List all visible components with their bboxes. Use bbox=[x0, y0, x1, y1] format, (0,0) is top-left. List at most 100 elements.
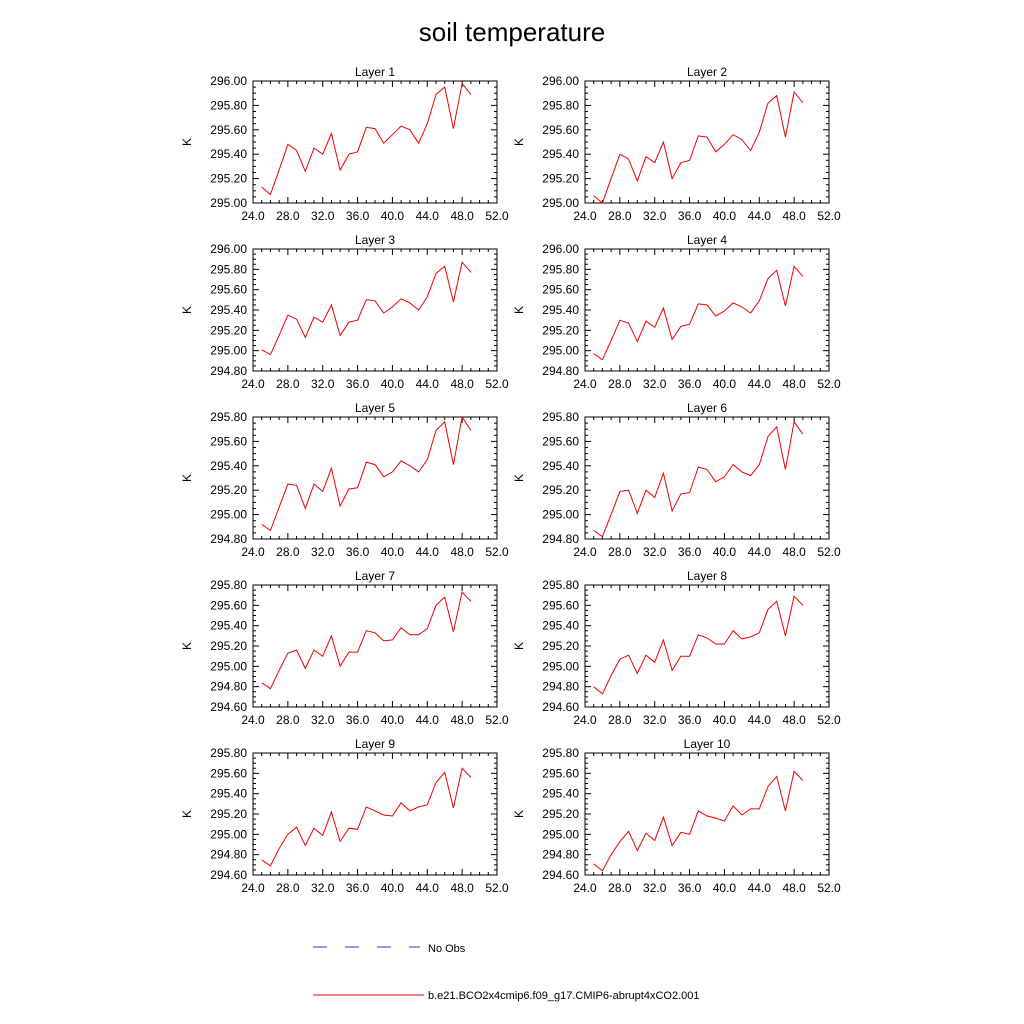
y-tick-label: 295.00 bbox=[210, 344, 247, 358]
x-tick-label: 32.0 bbox=[311, 881, 335, 895]
x-tick-label: 52.0 bbox=[817, 209, 841, 223]
y-tick-label: 294.80 bbox=[210, 680, 247, 694]
y-tick-label: 294.60 bbox=[542, 700, 579, 714]
x-tick-label: 48.0 bbox=[450, 377, 474, 391]
panel-title: Layer 2 bbox=[687, 65, 727, 79]
x-tick-label: 40.0 bbox=[381, 209, 405, 223]
x-tick-label: 44.0 bbox=[748, 545, 772, 559]
panel-layer-6: Layer 6 K 24.0 28.0 32.0 36.0 40.0 44.0 48.0 52.0… bbox=[512, 401, 841, 559]
x-tick-label: 24.0 bbox=[241, 881, 265, 895]
x-tick-label: 48.0 bbox=[450, 209, 474, 223]
y-tick-label: 295.20 bbox=[542, 172, 579, 186]
plot-frame bbox=[252, 584, 498, 708]
y-tick-label: 295.60 bbox=[210, 598, 247, 612]
x-tick-label: 44.0 bbox=[416, 713, 440, 727]
panel-layer-8: Layer 8 K 24.0 28.0 32.0 36.0 40.0 44.0 48.0 52.0… bbox=[512, 569, 841, 727]
y-tick-label: 295.20 bbox=[210, 483, 247, 497]
x-tick-label: 36.0 bbox=[346, 545, 370, 559]
x-tick-label: 44.0 bbox=[748, 881, 772, 895]
y-tick-label: 295.40 bbox=[210, 619, 247, 633]
x-tick-label: 40.0 bbox=[381, 881, 405, 895]
x-tick-label: 28.0 bbox=[608, 545, 632, 559]
x-tick-label: 32.0 bbox=[311, 377, 335, 391]
x-tick-label: 32.0 bbox=[643, 713, 667, 727]
y-axis-label: K bbox=[512, 474, 526, 482]
x-tick-label: 36.0 bbox=[678, 209, 702, 223]
y-tick-label: 295.80 bbox=[210, 746, 247, 760]
y-tick-label: 295.60 bbox=[210, 123, 247, 137]
y-tick-label: 295.80 bbox=[542, 410, 579, 424]
x-tick-label: 48.0 bbox=[782, 713, 806, 727]
plot-frame bbox=[252, 416, 498, 540]
x-tick-label: 44.0 bbox=[748, 209, 772, 223]
x-tick-label: 48.0 bbox=[782, 881, 806, 895]
legend: No Obs b.e21.BCO2x4cmip6.f09_g17.CMIP6-ab… bbox=[313, 943, 700, 1002]
y-tick-label: 296.00 bbox=[210, 74, 247, 88]
x-tick-label: 32.0 bbox=[643, 881, 667, 895]
y-tick-label: 295.00 bbox=[210, 196, 247, 210]
x-tick-label: 36.0 bbox=[678, 545, 702, 559]
x-tick-label: 28.0 bbox=[276, 377, 300, 391]
x-tick-label: 52.0 bbox=[817, 545, 841, 559]
x-tick-label: 44.0 bbox=[748, 377, 772, 391]
y-tick-label: 295.40 bbox=[542, 303, 579, 317]
y-tick-label: 295.20 bbox=[542, 323, 579, 337]
y-tick-label: 295.80 bbox=[542, 98, 579, 112]
y-tick-label: 295.20 bbox=[542, 807, 579, 821]
y-tick-label: 295.40 bbox=[210, 147, 247, 161]
panel-title: Layer 10 bbox=[684, 737, 731, 751]
y-tick-label: 294.60 bbox=[210, 700, 247, 714]
x-tick-label: 36.0 bbox=[346, 881, 370, 895]
x-tick-label: 24.0 bbox=[241, 545, 265, 559]
y-tick-label: 295.40 bbox=[210, 787, 247, 801]
series-line bbox=[593, 770, 804, 872]
x-tick-label: 48.0 bbox=[450, 545, 474, 559]
x-tick-label: 28.0 bbox=[276, 881, 300, 895]
x-tick-label: 52.0 bbox=[485, 377, 509, 391]
x-tick-label: 52.0 bbox=[817, 881, 841, 895]
x-tick-label: 52.0 bbox=[485, 545, 509, 559]
y-tick-label: 295.00 bbox=[210, 827, 247, 841]
series-line bbox=[593, 90, 804, 204]
y-tick-label: 295.00 bbox=[542, 344, 579, 358]
panels: Layer 1 K 24.0 28.0 32.0 36.0 40.0 44.0 48.0 52.0… bbox=[180, 65, 841, 895]
legend-item-model-run: b.e21.BCO2x4cmip6.f09_g17.CMIP6-abrupt4x… bbox=[313, 990, 700, 1002]
panel-title: Layer 3 bbox=[355, 233, 395, 247]
panel-title: Layer 8 bbox=[687, 569, 727, 583]
x-tick-label: 32.0 bbox=[311, 713, 335, 727]
y-tick-label: 295.80 bbox=[210, 578, 247, 592]
y-tick-label: 294.80 bbox=[210, 364, 247, 378]
series-line bbox=[261, 82, 472, 196]
panel-layer-5: Layer 5 K 24.0 28.0 32.0 36.0 40.0 44.0 48.0 52.0… bbox=[180, 401, 509, 559]
x-tick-label: 28.0 bbox=[608, 377, 632, 391]
panel-title: Layer 7 bbox=[355, 569, 395, 583]
y-axis-label: K bbox=[512, 138, 526, 146]
x-tick-label: 40.0 bbox=[381, 713, 405, 727]
x-tick-label: 36.0 bbox=[678, 881, 702, 895]
y-tick-label: 295.60 bbox=[210, 434, 247, 448]
x-tick-label: 44.0 bbox=[416, 377, 440, 391]
x-tick-label: 32.0 bbox=[311, 545, 335, 559]
y-tick-label: 294.80 bbox=[210, 848, 247, 862]
series-line bbox=[261, 591, 472, 690]
x-tick-label: 52.0 bbox=[817, 377, 841, 391]
y-tick-label: 294.80 bbox=[542, 680, 579, 694]
panel-title: Layer 6 bbox=[687, 401, 727, 415]
x-tick-label: 40.0 bbox=[713, 881, 737, 895]
y-tick-label: 294.80 bbox=[542, 532, 579, 546]
legend-label: b.e21.BCO2x4cmip6.f09_g17.CMIP6-abrupt4x… bbox=[428, 990, 700, 1002]
y-tick-label: 295.20 bbox=[542, 483, 579, 497]
plot-frame bbox=[252, 80, 498, 204]
y-tick-label: 295.80 bbox=[542, 578, 579, 592]
x-tick-label: 36.0 bbox=[346, 377, 370, 391]
x-tick-label: 24.0 bbox=[241, 713, 265, 727]
x-tick-label: 40.0 bbox=[713, 713, 737, 727]
y-tick-label: 295.40 bbox=[542, 459, 579, 473]
x-tick-label: 40.0 bbox=[381, 545, 405, 559]
y-axis-label: K bbox=[180, 642, 194, 650]
x-tick-label: 48.0 bbox=[782, 545, 806, 559]
plot-frame bbox=[584, 752, 830, 876]
y-tick-label: 295.60 bbox=[210, 283, 247, 297]
y-tick-label: 295.80 bbox=[542, 746, 579, 760]
